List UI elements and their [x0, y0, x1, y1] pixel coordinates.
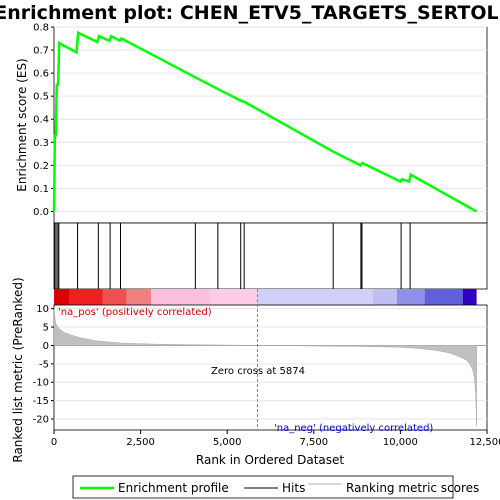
neg-annotation: 'na_neg' (negatively correlated): [274, 423, 433, 434]
es-y-tick-label: 0.5: [33, 92, 49, 103]
es-y-tick-label: 0.1: [33, 184, 49, 195]
correlation-bar-segment: [373, 289, 397, 305]
chart-title: Enrichment plot: CHEN_ETV5_TARGETS_SERTO…: [0, 2, 500, 24]
hits-frame: [54, 223, 487, 289]
x-tick-label: 10,000: [383, 437, 418, 448]
metric-y-tick-label: 5: [43, 323, 49, 334]
correlation-bar-segment: [151, 289, 210, 305]
x-tick-label: 2,500: [126, 437, 155, 448]
es-y-ticks: 0.0 0.1 0.2 0.3 0.4 0.5 0.6 0.7 0.8: [33, 23, 54, 218]
es-y-tick-label: 0.4: [33, 115, 49, 126]
metric-y-tick-label: -10: [33, 378, 49, 389]
metric-y-tick-label: 10: [36, 304, 49, 315]
x-tick-label: 12,500: [470, 437, 500, 448]
metric-y-ticks: 10 5 0 -5 -10 -15 -20: [33, 304, 54, 425]
correlation-bar-segment: [425, 289, 463, 305]
es-y-tick-label: 0.2: [33, 161, 49, 172]
es-panel: 0.0 0.1 0.2 0.3 0.4 0.5 0.6 0.7 0.8 Enrichment s…: [15, 23, 487, 224]
metric-y-axis-label: Ranked list metric (PreRanked): [11, 277, 25, 462]
correlation-bar-segment: [210, 289, 258, 305]
es-y-tick-label: 0.8: [33, 23, 49, 34]
zero-cross-annotation: Zero cross at 5874: [211, 366, 305, 377]
metric-y-tick-label: -5: [39, 359, 49, 370]
x-tick-label: 7,500: [299, 437, 328, 448]
es-y-tick-label: 0.0: [33, 207, 49, 218]
correlation-bar-segment: [54, 289, 70, 305]
metric-y-tick-label: 0: [43, 341, 49, 352]
correlation-bar-segment: [397, 289, 425, 305]
legend-label-metric: Ranking metric scores: [346, 481, 479, 495]
es-plot-frame: [54, 27, 487, 223]
x-axis-label: Rank in Ordered Dataset: [196, 453, 344, 467]
metric-panel: 10 5 0 -5 -10 -15 -20 0 2,500 5,000 7,500 10,000 12…: [11, 277, 500, 467]
correlation-bar-segment: [257, 289, 372, 305]
correlation-bar-segment: [463, 289, 477, 305]
metric-y-tick-label: -20: [33, 414, 49, 425]
x-tick-label: 5,000: [213, 437, 242, 448]
correlation-color-bar: [54, 289, 477, 305]
es-y-tick-label: 0.6: [33, 69, 49, 80]
pos-annotation: 'na_pos' (positively correlated): [58, 307, 212, 318]
legend-label-enrichment: Enrichment profile: [118, 481, 229, 495]
es-y-tick-label: 0.7: [33, 46, 49, 57]
legend: Enrichment profile Hits Ranking metric s…: [73, 476, 479, 498]
es-y-axis-label: Enrichment score (ES): [15, 58, 29, 191]
legend-label-hits: Hits: [282, 481, 305, 495]
correlation-bar-segment: [127, 289, 151, 305]
hits-panel: [54, 223, 487, 289]
correlation-bar-segment: [70, 289, 103, 305]
metric-y-tick-label: -15: [33, 396, 49, 407]
x-tick-label: 0: [51, 437, 57, 448]
correlation-bar-segment: [102, 289, 126, 305]
es-y-tick-label: 0.3: [33, 138, 49, 149]
